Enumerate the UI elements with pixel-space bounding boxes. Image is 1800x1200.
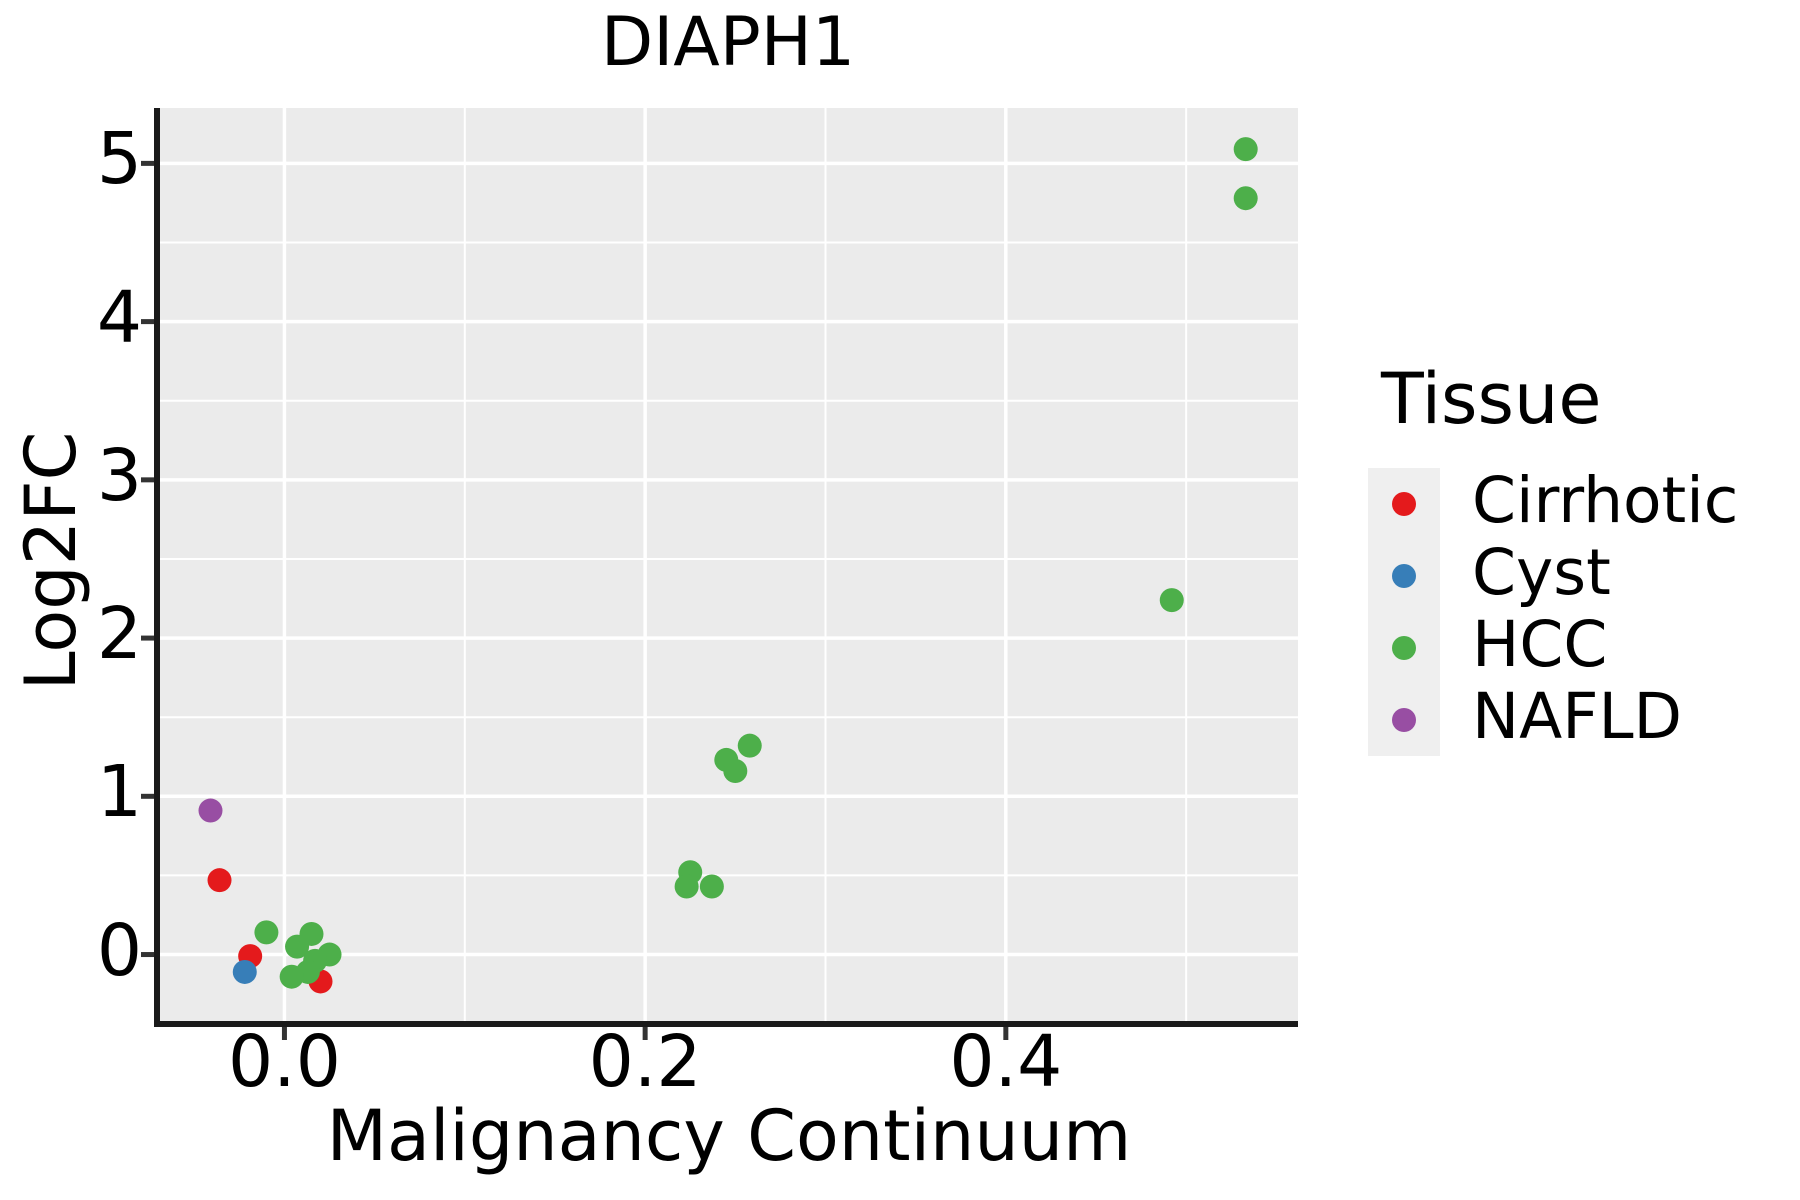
data-point-hcc — [1159, 588, 1184, 613]
y-tick-label: 1 — [96, 750, 142, 834]
y-axis-title: Log2FC — [10, 431, 92, 691]
legend-item-label: Cyst — [1472, 536, 1611, 609]
cirrhotic-legend-dot-icon — [1392, 492, 1416, 516]
data-point-nafld — [198, 798, 223, 823]
legend-key — [1368, 684, 1440, 756]
data-point-hcc — [279, 964, 304, 989]
y-tick-label: 5 — [96, 117, 142, 201]
legend-key — [1368, 612, 1440, 684]
data-point-hcc — [737, 733, 762, 758]
legend-key — [1368, 468, 1440, 540]
cyst-legend-dot-icon — [1392, 564, 1416, 588]
hcc-legend-dot-icon — [1392, 636, 1416, 660]
legend-title: Tissue — [1381, 358, 1602, 440]
nafld-legend-dot-icon — [1392, 708, 1416, 732]
data-point-hcc — [699, 874, 724, 899]
data-point-hcc — [285, 934, 310, 959]
x-axis-title: Malignancy Continuum — [326, 1095, 1132, 1177]
data-point-cirrhotic — [207, 868, 232, 893]
x-tick-label: 0.2 — [588, 1020, 702, 1103]
data-point-hcc — [723, 758, 748, 783]
data-point-hcc — [1233, 137, 1258, 162]
plot-title: DIAPH1 — [600, 3, 856, 82]
y-tick-label: 4 — [96, 275, 142, 359]
y-tick-label: 2 — [96, 592, 142, 676]
data-point-hcc — [254, 920, 279, 945]
legend-item-label: Cirrhotic — [1472, 464, 1739, 537]
legend-item-label: NAFLD — [1472, 680, 1683, 753]
y-tick-label: 3 — [96, 433, 142, 517]
x-tick-label: 0.4 — [949, 1020, 1063, 1103]
data-point-hcc — [674, 874, 699, 899]
y-axis-line — [154, 108, 160, 1027]
legend-key — [1368, 540, 1440, 612]
x-tick-label: 0.0 — [227, 1020, 341, 1103]
legend-item-label: HCC — [1472, 608, 1608, 681]
y-tick-label: 0 — [96, 908, 142, 992]
x-axis-line — [154, 1021, 1298, 1027]
data-point-cyst — [232, 959, 257, 984]
plot-panel — [160, 108, 1298, 1021]
data-point-hcc — [1233, 186, 1258, 211]
